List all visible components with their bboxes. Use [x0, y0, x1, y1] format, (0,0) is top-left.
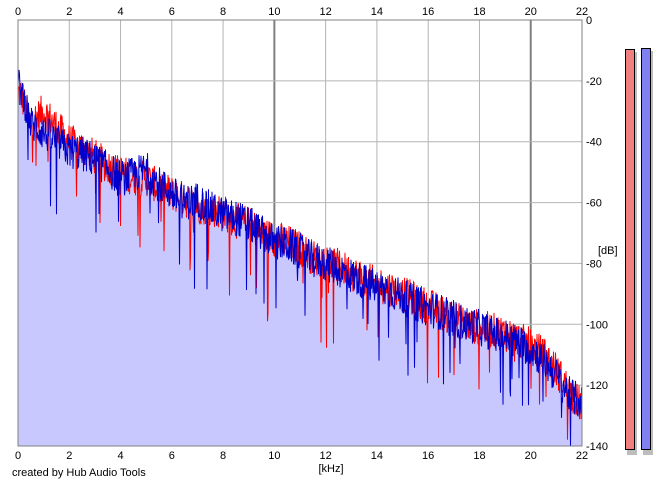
y-tick-label: -20 — [586, 76, 602, 88]
plot-border — [17, 19, 583, 447]
x-tick-label: 18 — [473, 6, 485, 18]
y-tick-labels: 0 -20 -40 -60 -80 -100 -120 -140 — [586, 15, 608, 453]
x-tick-label: 20 — [525, 450, 537, 462]
x-tick-label: 4 — [117, 450, 123, 462]
y-tick-label: -80 — [586, 258, 602, 270]
x-tick-label: 12 — [320, 450, 332, 462]
x-tick-label: 12 — [320, 6, 332, 18]
y-tick-label: -60 — [586, 198, 602, 210]
x-tick-labels-bottom: 0 2 4 6 8 10 12 14 16 18 20 22 — [15, 450, 588, 462]
y-tick-label: -120 — [586, 380, 608, 392]
y-tick-label: -100 — [586, 319, 608, 331]
x-tick-label: 0 — [15, 6, 21, 18]
meter-right-bar — [641, 48, 651, 450]
x-tick-label: 10 — [268, 450, 280, 462]
x-tick-label: 16 — [422, 6, 434, 18]
y-tick-label: -140 — [586, 441, 608, 453]
x-tick-label: 6 — [169, 6, 175, 18]
spectrum-area — [18, 69, 582, 447]
x-tick-label: 20 — [525, 6, 537, 18]
x-tick-label: 8 — [220, 450, 226, 462]
x-tick-label: 14 — [371, 6, 383, 18]
x-tick-label: 8 — [220, 6, 226, 18]
level-meter — [620, 40, 660, 455]
x-tick-label: 14 — [371, 450, 383, 462]
spectrum-line-blue — [17, 69, 583, 447]
x-tick-label: 22 — [576, 6, 588, 18]
x-axis-label: [kHz] — [318, 463, 343, 475]
x-tick-label: 2 — [66, 6, 72, 18]
spectrum-chart: 0 2 4 6 8 10 12 14 16 18 20 22 0 2 4 6 8 10 12 14 16 18 20 22 … — [15, 6, 618, 475]
y-tick-label: -40 — [586, 137, 602, 149]
meter-left-bar — [625, 49, 635, 450]
y-tick-label: 0 — [586, 15, 592, 27]
x-tick-label: 0 — [15, 450, 21, 462]
y-axis-label: [dB] — [598, 245, 618, 257]
x-tick-label: 4 — [117, 6, 123, 18]
x-tick-label: 22 — [576, 450, 588, 462]
x-tick-labels-top: 0 2 4 6 8 10 12 14 16 18 20 22 — [15, 6, 588, 18]
x-tick-label: 2 — [66, 450, 72, 462]
credit-text: created by Hub Audio Tools — [12, 467, 146, 479]
x-tick-label: 10 — [268, 6, 280, 18]
x-tick-label: 18 — [473, 450, 485, 462]
x-tick-label: 6 — [169, 450, 175, 462]
x-tick-label: 16 — [422, 450, 434, 462]
